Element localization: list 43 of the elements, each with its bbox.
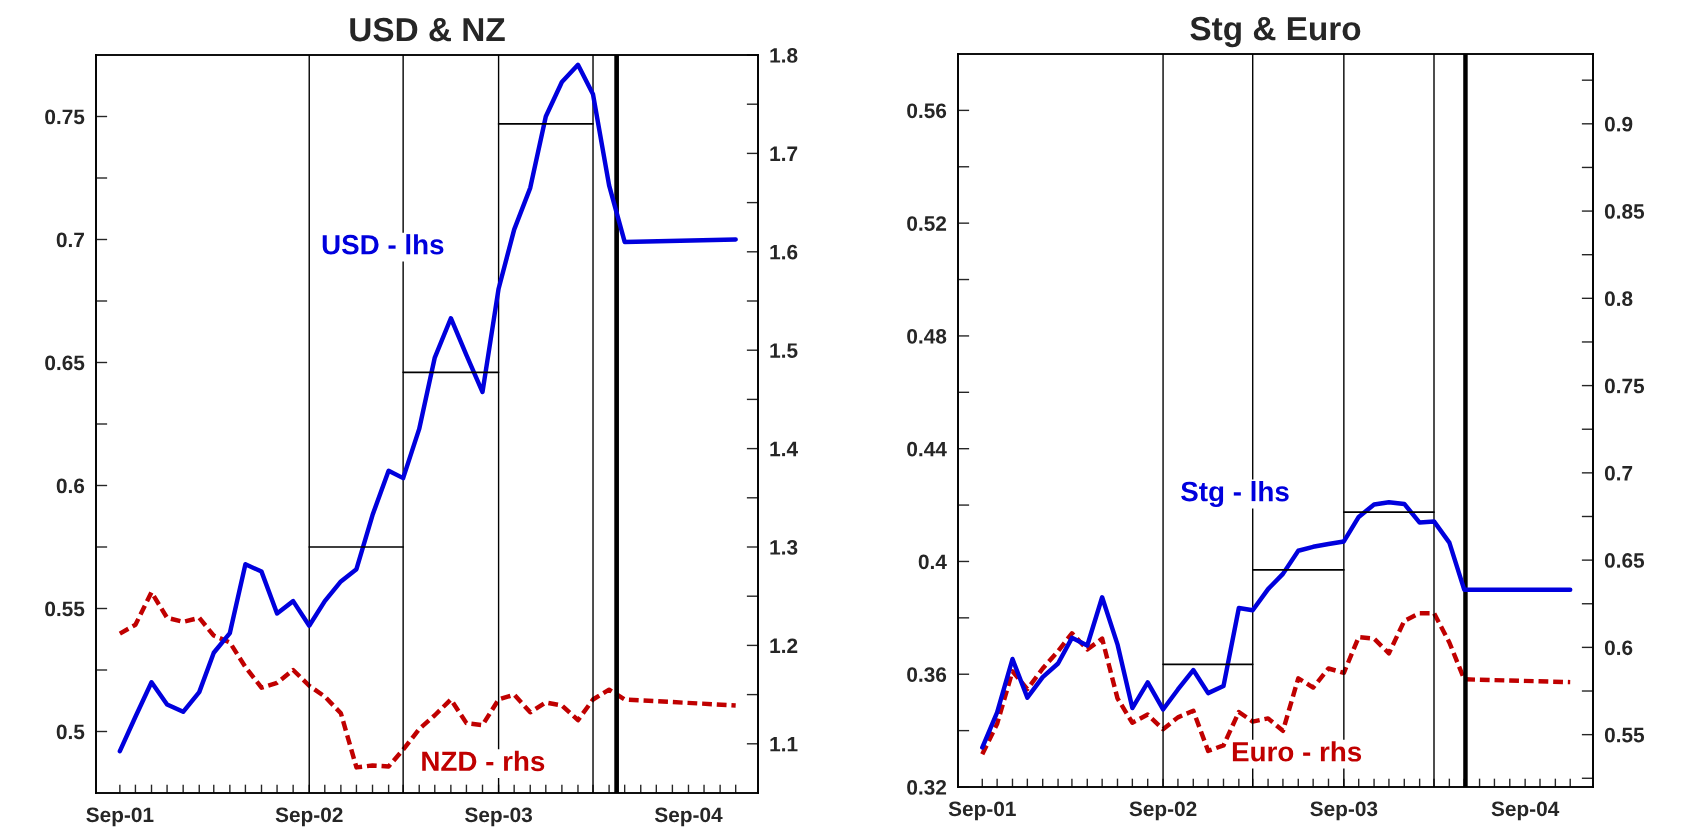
y2-tick-label: 0.55 [1604, 727, 1645, 743]
y2-tick-label: 1.8 [770, 48, 798, 63]
y-tick-label: 0.75 [45, 109, 85, 125]
y-tick-label: 0.55 [45, 601, 85, 617]
chart-title: Stg & Euro [1190, 16, 1361, 48]
x-tick-label: Sep-02 [1129, 801, 1197, 821]
y-tick-label: 0.65 [45, 355, 85, 371]
y2-tick-label: 0.6 [1604, 640, 1633, 656]
x-tick-label: Sep-01 [948, 801, 1016, 821]
y-tick-label: 0.32 [907, 780, 947, 795]
y-tick-label: 0.52 [907, 216, 947, 231]
chart-title: USD & NZ [350, 17, 505, 42]
y2-tick-label: 1.3 [770, 540, 798, 555]
y-tick-label: 0.36 [907, 667, 947, 683]
y2-tick-label: 0.85 [1604, 204, 1645, 219]
x-tick-label: Sep-04 [1491, 801, 1560, 821]
series-label: NZD - rhs [422, 750, 545, 772]
x-tick-label: Sep-01 [86, 807, 154, 827]
y2-tick-label: 1.5 [770, 343, 798, 358]
y2-tick-label: 0.65 [1604, 553, 1645, 568]
y-tick-label: 0.56 [907, 103, 947, 119]
x-tick-label: Sep-03 [465, 807, 532, 827]
y2-tick-label: 1.6 [770, 244, 798, 260]
y-tick-label: 0.48 [907, 328, 947, 344]
y2-tick-label: 0.7 [1604, 465, 1633, 481]
x-tick-label: Sep-02 [275, 807, 343, 827]
y-tick-label: 0.5 [56, 724, 85, 740]
y2-tick-label: 0.9 [1604, 116, 1633, 132]
x-tick-label: Sep-03 [1310, 801, 1378, 821]
text: USD - lhs [322, 234, 444, 255]
y2-tick-label: 0.75 [1604, 378, 1645, 394]
y-tick-label: 0.4 [918, 554, 947, 570]
y2-tick-label: 1.1 [770, 737, 798, 752]
y-tick-label: 0.7 [56, 232, 84, 248]
y-tick-label: 0.44 [907, 441, 947, 457]
x-tick-label: Sep-04 [654, 807, 723, 827]
y2-tick-label: 0.8 [1604, 291, 1633, 307]
y2-tick-label: 1.4 [770, 441, 798, 457]
series-label: Euro - rhs [1232, 741, 1362, 762]
y2-tick-label: 1.2 [770, 638, 798, 653]
series-label: Stg - lhs [1181, 481, 1289, 508]
y-tick-label: 0.6 [56, 478, 85, 494]
y2-tick-label: 1.7 [770, 146, 798, 161]
